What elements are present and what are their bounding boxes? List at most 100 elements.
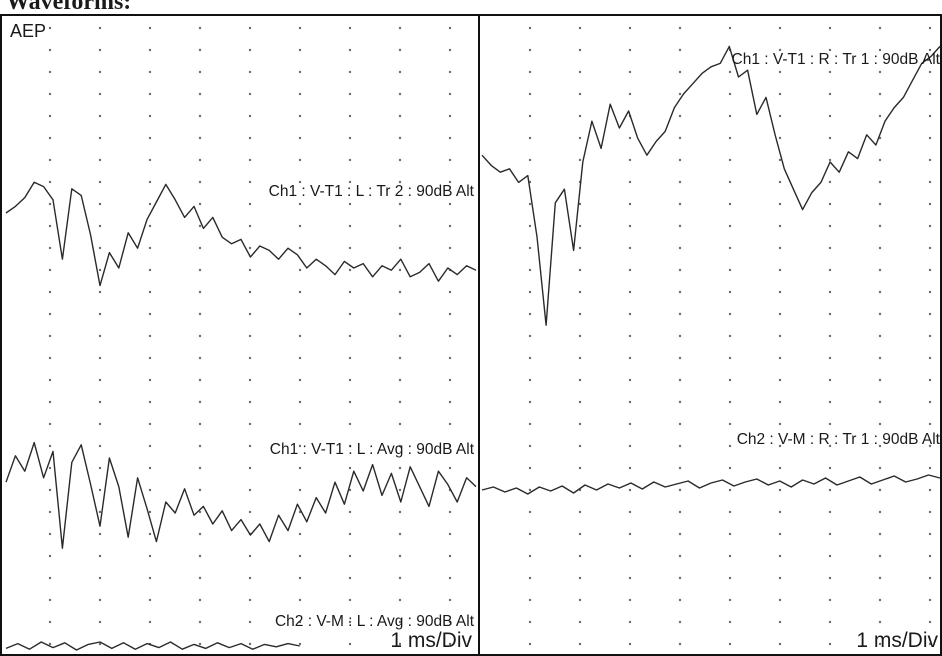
grid-dot (248, 92, 252, 96)
grid-dot (98, 268, 102, 272)
grid-dot (778, 554, 782, 558)
grid-dot (678, 136, 682, 140)
grid-dot (578, 642, 582, 646)
grid-dot (248, 334, 252, 338)
grid-dot (98, 334, 102, 338)
grid-dot (828, 158, 832, 162)
grid-dot (528, 136, 532, 140)
grid-dot (48, 70, 52, 74)
grid-dot (398, 92, 402, 96)
grid-dot (448, 48, 452, 52)
grid-dot (98, 444, 102, 448)
grid-dot (448, 202, 452, 206)
grid-dot (348, 48, 352, 52)
grid-dot (298, 576, 302, 580)
grid-dot (628, 48, 632, 52)
grid-dot (448, 356, 452, 360)
grid-dot (878, 70, 882, 74)
grid-dot (878, 26, 882, 30)
grid-dot (198, 378, 202, 382)
grid-dot (528, 268, 532, 272)
grid-dot (248, 510, 252, 514)
grid-dot (298, 26, 302, 30)
grid-dot (348, 620, 352, 624)
grid-dot (678, 312, 682, 316)
grid-dot (248, 554, 252, 558)
grid-dot (398, 268, 402, 272)
grid-dot (578, 510, 582, 514)
grid-dot (928, 26, 932, 30)
trace-label: Ch1 : V-T1 : L : Tr 2 : 90dB Alt (269, 183, 475, 200)
grid-dot (578, 378, 582, 382)
grid-dot (148, 158, 152, 162)
grid-dot (778, 378, 782, 382)
grid-dot (48, 268, 52, 272)
grid-dot (728, 92, 732, 96)
grid-dot (348, 246, 352, 250)
waveform-display: Ch1 : V-T1 : L : Tr 2 : 90dB Alt Ch1 : V-… (0, 14, 942, 656)
grid-dot (878, 114, 882, 118)
grid-dot (398, 114, 402, 118)
grid-dot (828, 466, 832, 470)
grid-dot (528, 224, 532, 228)
grid-dot (678, 400, 682, 404)
grid-dot (448, 532, 452, 536)
grid-dot (248, 268, 252, 272)
grid-dot (198, 620, 202, 624)
grid-dot (628, 422, 632, 426)
grid-dot (298, 598, 302, 602)
grid-dot (148, 136, 152, 140)
grid-dot (678, 114, 682, 118)
grid-dot (528, 114, 532, 118)
grid-dot (298, 334, 302, 338)
grid-dot (298, 554, 302, 558)
grid-dot (928, 510, 932, 514)
grid-dot (148, 26, 152, 30)
grid-dot (778, 136, 782, 140)
grid-dot (348, 400, 352, 404)
grid-dot (528, 532, 532, 536)
grid-dot (578, 246, 582, 250)
grid-dot (48, 422, 52, 426)
grid-dot (98, 92, 102, 96)
grid-dot (198, 246, 202, 250)
grid-dot (678, 202, 682, 206)
grid-dot (198, 26, 202, 30)
grid-dot (678, 26, 682, 30)
grid-dot (348, 554, 352, 558)
grid-dot (98, 158, 102, 162)
grid-dot (878, 334, 882, 338)
grid-dot (728, 158, 732, 162)
grid-dot (728, 620, 732, 624)
grid-dot (448, 158, 452, 162)
grid-dot (778, 26, 782, 30)
grid-dot (148, 224, 152, 228)
grid-dot (348, 224, 352, 228)
grid-dot (678, 356, 682, 360)
grid-dot (628, 136, 632, 140)
grid-dot (248, 400, 252, 404)
grid-dot (98, 202, 102, 206)
grid-dot (678, 48, 682, 52)
grid-dot (48, 378, 52, 382)
grid-dot (448, 26, 452, 30)
grid-dot (198, 70, 202, 74)
grid-dot (728, 532, 732, 536)
grid-dot (628, 620, 632, 624)
grid-dot (48, 180, 52, 184)
grid-dot (148, 422, 152, 426)
grid-dot (678, 554, 682, 558)
grid-dot (198, 510, 202, 514)
scale-label: 1 ms/Div (390, 629, 472, 652)
grid-dot (678, 180, 682, 184)
grid-dot (828, 400, 832, 404)
grid-dot (528, 466, 532, 470)
grid-dot (628, 444, 632, 448)
grid-dot (148, 620, 152, 624)
grid-dot (528, 620, 532, 624)
grid-dot (928, 268, 932, 272)
grid-dot (778, 356, 782, 360)
grid-dot (778, 422, 782, 426)
grid-dot (448, 70, 452, 74)
grid-dot (528, 202, 532, 206)
